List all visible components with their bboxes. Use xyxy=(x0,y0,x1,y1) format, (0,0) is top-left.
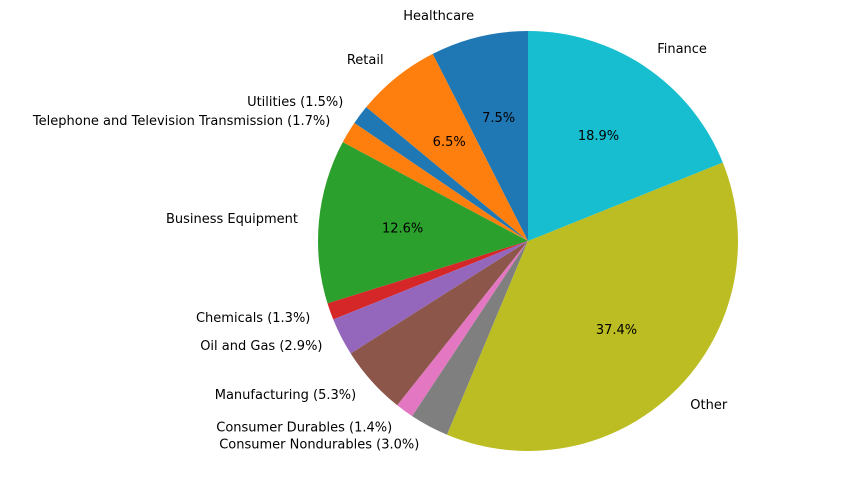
pie-slice-consumer-durables xyxy=(397,241,528,417)
slice-label-manufacturing: Manufacturing (5.3%) xyxy=(215,388,356,403)
slice-pct-healthcare: 7.5% xyxy=(482,111,515,126)
slice-label-telephone-and-television-transmission: Telephone and Television Transmission (1… xyxy=(32,114,330,129)
slice-label-other: Other xyxy=(690,398,728,413)
slice-label-oil-and-gas: Oil and Gas (2.9%) xyxy=(200,339,322,354)
slice-label-utilities: Utilities (1.5%) xyxy=(247,95,343,110)
slice-label-consumer-nondurables: Consumer Nondurables (3.0%) xyxy=(219,437,419,452)
pie-slice-finance xyxy=(528,31,723,241)
pie-slice-other xyxy=(447,162,738,451)
slice-label-consumer-durables: Consumer Durables (1.4%) xyxy=(216,420,392,435)
labels-layer: Healthcare 7.5% Retail 6.5% Utilities (1.5%)… xyxy=(32,9,728,452)
slice-pct-retail: 6.5% xyxy=(433,135,466,150)
pie-slice-consumer-nondurables xyxy=(412,241,528,435)
pie-slice-healthcare xyxy=(432,31,528,241)
pie-slice-manufacturing xyxy=(350,241,528,406)
pie-slice-telephone-and-television-transmission xyxy=(342,122,528,241)
slice-label-retail: Retail xyxy=(347,53,384,68)
slice-label-finance: Finance xyxy=(657,42,707,57)
slice-pct-other: 37.4% xyxy=(596,323,637,338)
slice-label-chemicals: Chemicals (1.3%) xyxy=(196,311,310,326)
pie-slice-oil-and-gas xyxy=(333,241,528,354)
pie-slice-chemicals xyxy=(327,241,528,320)
pie-slice-business-equipment xyxy=(318,142,528,304)
slice-label-healthcare: Healthcare xyxy=(403,9,474,24)
pie-slice-retail xyxy=(366,53,528,241)
slice-pct-finance: 18.9% xyxy=(578,129,619,144)
slice-label-business-equipment: Business Equipment xyxy=(166,212,298,227)
pie-slice-utilities xyxy=(354,107,528,241)
slices-layer xyxy=(318,31,738,451)
slice-pct-business-equipment: 12.6% xyxy=(382,222,423,237)
